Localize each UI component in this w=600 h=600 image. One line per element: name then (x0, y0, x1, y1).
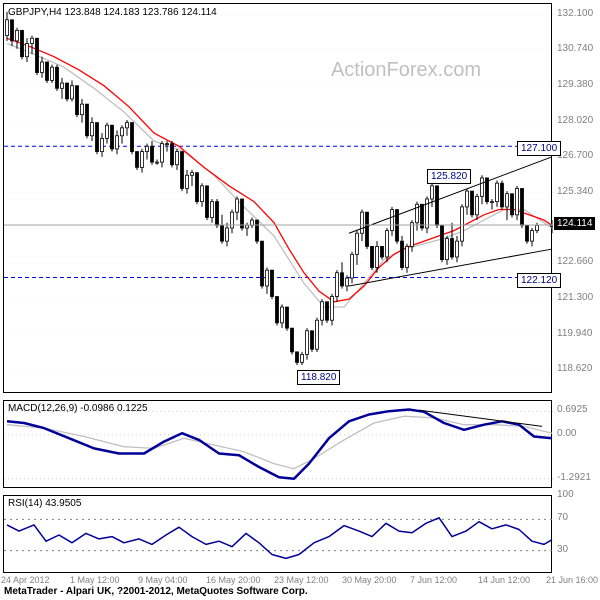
footer-text: MetaTrader - Alpari UK, ?2001-2012, Meta… (4, 586, 308, 597)
rsi-svg (4, 496, 553, 574)
x-tick-label: 9 May 04:00 (138, 575, 188, 585)
price-label: 125.820 (427, 169, 471, 184)
x-tick-label: 7 Jun 12:00 (410, 575, 457, 585)
level-label: 127.100 (517, 141, 561, 156)
macd-svg (4, 401, 553, 489)
macd-panel: MACD(12,26,9) -0.0986 0.1225 (3, 400, 552, 488)
x-tick-label: 30 May 20:00 (342, 575, 397, 585)
macd-title: MACD(12,26,9) -0.0986 0.1225 (8, 403, 148, 414)
x-tick-label: 24 Apr 2012 (1, 575, 50, 585)
x-tick-label: 1 May 12:00 (70, 575, 120, 585)
price-svg (4, 4, 553, 394)
level-label: 122.120 (517, 273, 561, 288)
symbol-title: GBPJPY,H4 123.848 124.183 123.786 124.11… (8, 7, 217, 18)
x-tick-label: 14 Jun 12:00 (478, 575, 530, 585)
x-tick-label: 16 May 20:00 (206, 575, 261, 585)
current-price-box: 124.114 (554, 217, 595, 230)
rsi-panel: RSI(14) 43.9505 (3, 495, 552, 573)
price-panel: GBPJPY,H4 123.848 124.183 123.786 124.11… (3, 3, 552, 393)
price-label: 118.820 (297, 370, 340, 385)
x-tick-label: 23 May 12:00 (274, 575, 329, 585)
x-tick-label: 21 Jun 16:00 (546, 575, 598, 585)
rsi-title: RSI(14) 43.9505 (8, 498, 81, 509)
